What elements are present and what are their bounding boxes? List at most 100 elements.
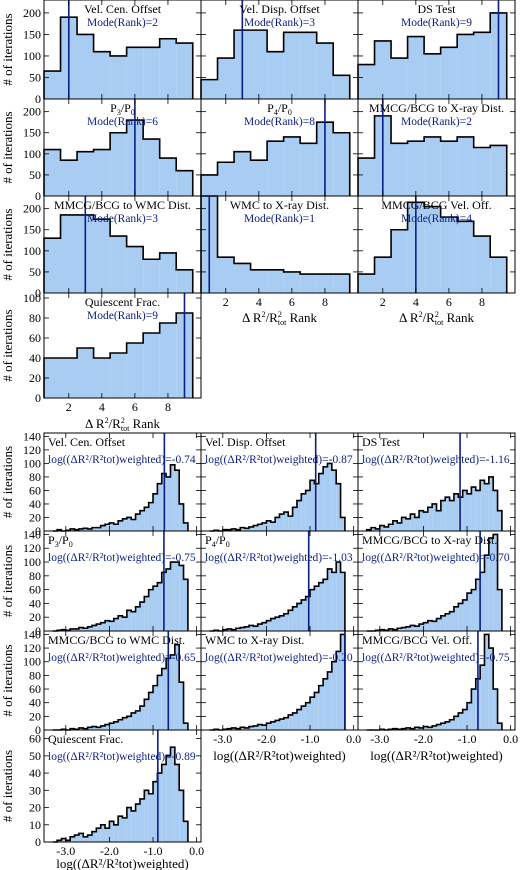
- weighted-ytick-label: 20: [29, 709, 41, 723]
- weighted-bar: [375, 528, 380, 531]
- weighted-bar: [327, 463, 332, 531]
- weighted-xtick-label: -1.0: [458, 732, 477, 746]
- weighted-bar: [388, 524, 393, 531]
- weighted-bar: [248, 625, 254, 631]
- rank-panel-stat: Mode(Rank)=9: [401, 17, 472, 29]
- weighted-bar: [248, 726, 254, 730]
- rank-bar: [44, 358, 61, 398]
- rank-bar: [374, 257, 392, 293]
- weighted-bar: [279, 719, 284, 730]
- weighted-ytick-label: 60: [29, 682, 41, 696]
- weighted-bar: [174, 764, 180, 842]
- rank-xtick-label: 4: [99, 400, 105, 414]
- rank-xlabel: Δ R2/R2 tot Rank: [242, 310, 318, 327]
- weighted-bar: [157, 582, 162, 631]
- rank-ylabel: # of iterations: [0, 13, 15, 85]
- weighted-ytick-label: 40: [29, 696, 41, 710]
- rank-panel-9: 0 20 40 60 80 100 2 4 6 8 Quiescent Frac.Mode(Rank…: [23, 291, 202, 414]
- weighted-panel-title: Vel. Cen. Offset: [48, 435, 126, 449]
- rank-bar: [300, 274, 317, 293]
- weighted-bar: [231, 528, 236, 531]
- weighted-panel-title: DS Test: [362, 435, 401, 449]
- rank-bar: [300, 32, 317, 99]
- weighted-bar: [288, 714, 293, 730]
- weighted-bar: [419, 510, 424, 531]
- weighted-xtick-label: -2.0: [100, 844, 119, 858]
- rank-bar: [176, 269, 193, 293]
- weighted-bar: [414, 626, 420, 631]
- weighted-bar: [248, 526, 254, 531]
- weighted-bar: [170, 464, 175, 531]
- weighted-bar: [449, 500, 454, 531]
- weighted-bar: [414, 517, 420, 531]
- weighted-bar: [174, 562, 180, 631]
- weighted-bar: [61, 838, 66, 842]
- weighted-bar: [257, 724, 263, 730]
- weighted-bar: [436, 724, 441, 730]
- rank-bar: [176, 170, 193, 196]
- rank-xtick-label: 8: [479, 295, 485, 309]
- rank-bar: [424, 53, 441, 99]
- weighted-ytick-label: 40: [29, 497, 41, 511]
- rank-bar: [176, 43, 193, 99]
- weighted-bar: [340, 634, 345, 730]
- weighted-bar: [449, 719, 454, 730]
- rank-ytick-label: 100: [23, 244, 41, 258]
- weighted-bar: [244, 727, 249, 730]
- weighted-panel-9: 0 10 20 30 40 50 60 -3.0 -2.0 -1.0 0.0 Quiescent Fr…: [29, 729, 204, 858]
- weighted-bar: [484, 634, 489, 730]
- weighted-bar: [484, 555, 489, 631]
- rank-bar: [159, 158, 177, 196]
- rank-ylabel: # of iterations: [0, 111, 15, 183]
- rank-bar: [316, 43, 334, 99]
- weighted-bar: [270, 618, 276, 631]
- weighted-bar: [183, 723, 188, 730]
- rank-xtick-label: 6: [446, 295, 452, 309]
- rank-bar: [391, 58, 408, 99]
- weighted-bar: [283, 512, 289, 531]
- weighted-bar: [497, 589, 502, 631]
- rank-histogram-outline: [200, 29, 351, 99]
- weighted-bar: [410, 514, 415, 531]
- weighted-bar: [235, 628, 241, 631]
- weighted-bar: [427, 727, 433, 730]
- rank-bar: [93, 51, 111, 99]
- weighted-bar: [323, 678, 328, 730]
- rank-xtick-label: 8: [322, 295, 328, 309]
- weighted-bar: [179, 790, 184, 842]
- rank-bar: [358, 274, 375, 293]
- weighted-histogram-outline: [52, 746, 189, 843]
- weighted-bar: [139, 602, 145, 631]
- weighted-ytick-label: 20: [29, 510, 41, 524]
- rank-panel-title: Quiescent Frac.: [85, 295, 160, 309]
- rank-xtick-label: 6: [289, 295, 295, 309]
- weighted-panel-4: P4/P0 log((ΔR²/R²tot)weighted)=-1.03: [200, 530, 359, 632]
- weighted-bar: [118, 615, 123, 631]
- weighted-bar: [179, 503, 184, 531]
- rank-panel-8: 2 4 6 8 MMCG/BCG Vel. Off.Mode(Rank)=4: [357, 195, 516, 309]
- weighted-bar: [113, 824, 119, 842]
- weighted-bar: [135, 804, 140, 842]
- weighted-bar: [109, 723, 114, 730]
- weighted-panel-title: MMCG/BCG Vel. Off.: [362, 633, 472, 647]
- weighted-bar: [310, 589, 315, 631]
- rank-bar: [126, 343, 144, 398]
- weighted-bar: [336, 651, 341, 730]
- weighted-histogram-outline: [209, 633, 346, 731]
- weighted-ytick-label: 10: [29, 818, 41, 832]
- weighted-bar: [148, 589, 154, 631]
- weighted-bar: [262, 725, 267, 730]
- weighted-ylabel: # of iterations: [0, 644, 15, 716]
- weighted-bar: [126, 610, 132, 631]
- rank-panel-title: MMCG/BCG Vel. Off.: [381, 198, 491, 212]
- weighted-bar: [135, 710, 140, 730]
- rank-bar: [44, 71, 61, 99]
- weighted-histogram-outline: [365, 476, 503, 531]
- rank-bar: [424, 206, 441, 293]
- weighted-bar: [397, 522, 402, 531]
- weighted-bar: [87, 835, 92, 842]
- rank-bar: [126, 47, 144, 99]
